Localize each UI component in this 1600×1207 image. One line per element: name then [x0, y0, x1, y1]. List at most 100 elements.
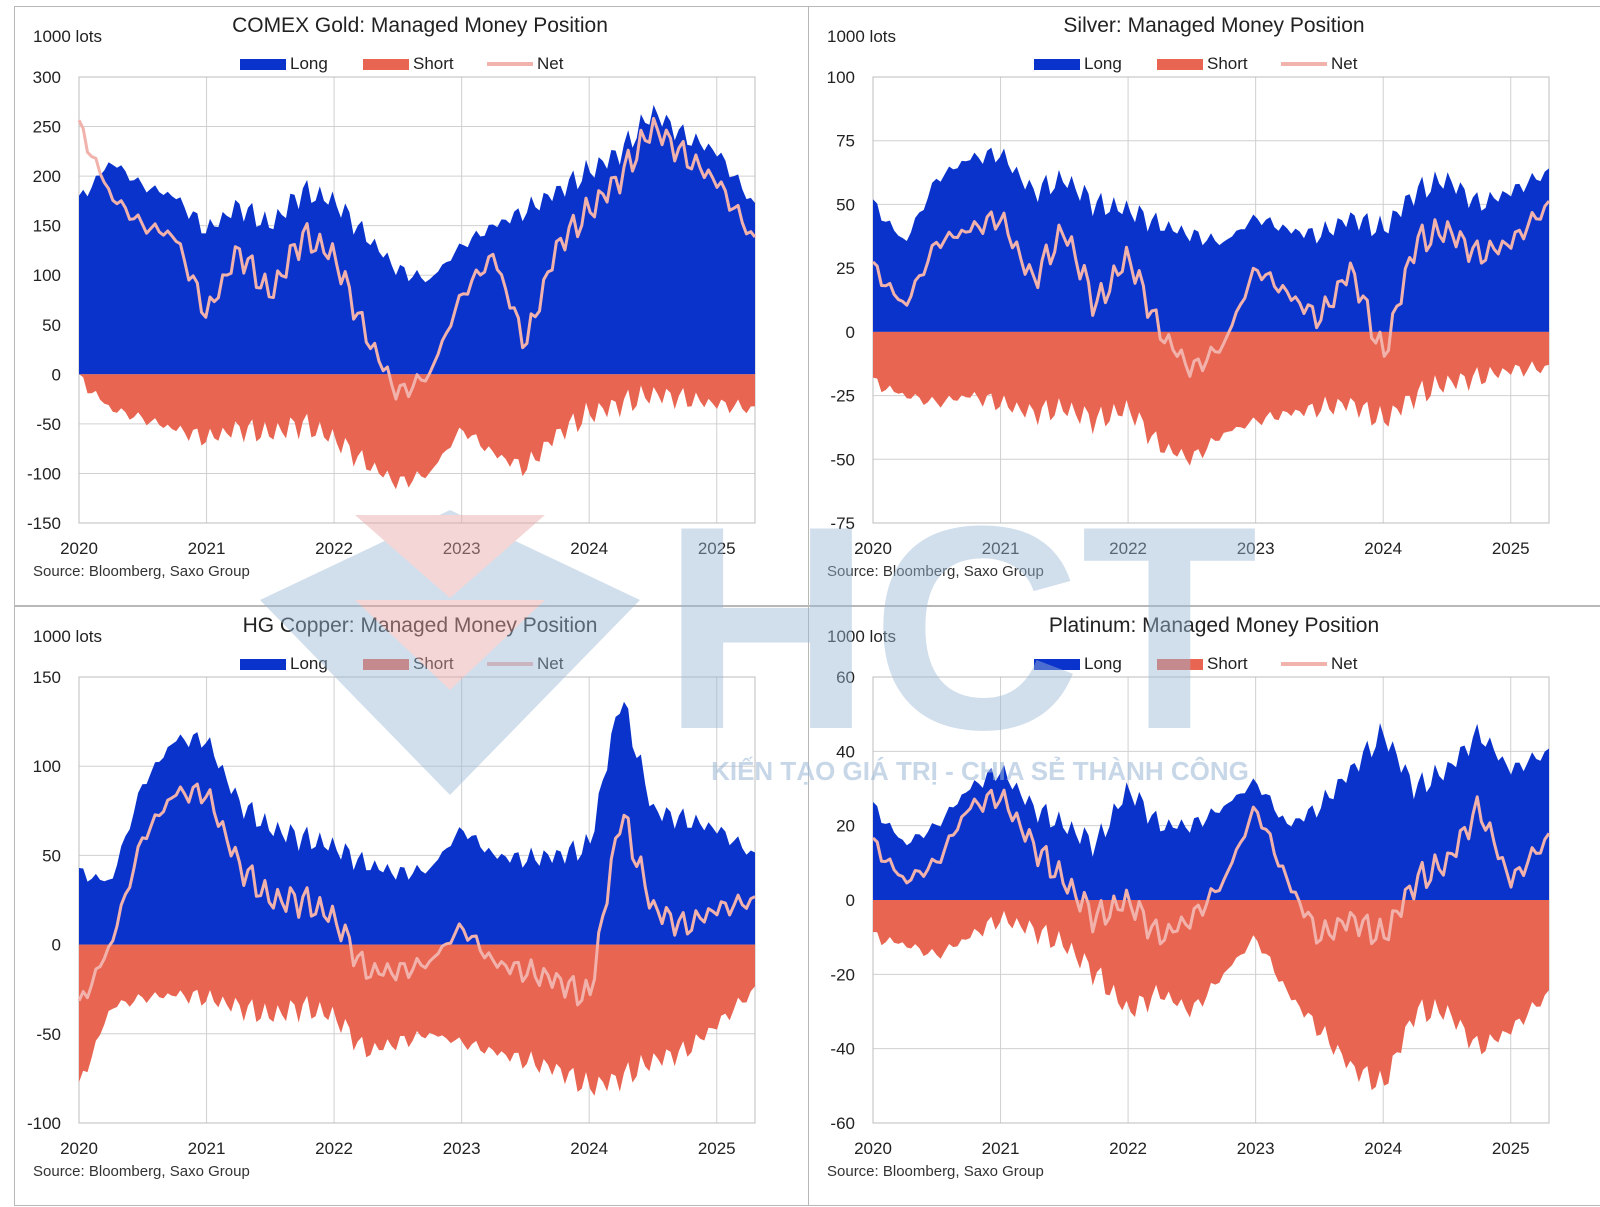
y-tick-label: -100	[27, 1114, 61, 1133]
chart-title: Platinum: Managed Money Position	[1049, 614, 1379, 637]
y-tick-label: 50	[836, 195, 855, 214]
series-net-line	[871, 788, 1551, 946]
x-tick-label: 2020	[854, 1139, 892, 1158]
legend-swatch-net	[487, 662, 533, 666]
y-tick-label: 75	[836, 132, 855, 151]
y-axis-label: 1000 lots	[33, 27, 102, 46]
y-tick-label: -25	[830, 387, 855, 406]
legend-swatch-net	[1281, 662, 1327, 666]
y-tick-label: 0	[846, 891, 855, 910]
chart-title: HG Copper: Managed Money Position	[243, 614, 598, 637]
chart-panel-copper: 1000 lots HG Copper: Managed Money Positi…	[14, 606, 814, 1206]
chart-panel-platinum: 1000 lots Platinum: Managed Money Positio…	[808, 606, 1600, 1206]
x-tick-label: 2022	[315, 1139, 353, 1158]
chart-svg: 1000 lots Silver: Managed Money Position L…	[827, 14, 1551, 580]
legend-label-net: Net	[1331, 54, 1358, 73]
x-tick-label: 2021	[982, 1139, 1020, 1158]
x-tick-label: 2023	[1237, 539, 1275, 558]
series-short-area	[79, 374, 755, 490]
series-net-line	[871, 200, 1551, 378]
legend-label-short: Short	[1207, 54, 1248, 73]
legend-swatch-short	[1157, 659, 1203, 670]
legend-swatch-long	[1034, 59, 1080, 70]
x-tick-label: 2023	[443, 539, 481, 558]
series-long-area	[873, 723, 1549, 900]
x-tick-label: 2022	[1109, 539, 1147, 558]
x-tick-label: 2022	[1109, 1139, 1147, 1158]
legend-label-short: Short	[1207, 654, 1248, 673]
chart-svg: 1000 lots COMEX Gold: Managed Money Posit…	[27, 14, 757, 580]
series-long-area	[79, 104, 755, 375]
legend-label-long: Long	[1084, 654, 1122, 673]
series-long-area	[873, 147, 1549, 332]
x-tick-label: 2024	[1364, 539, 1402, 558]
y-tick-label: 25	[836, 259, 855, 278]
y-tick-label: 20	[836, 817, 855, 836]
series-net-line	[77, 782, 756, 1007]
y-tick-label: 40	[836, 742, 855, 761]
x-tick-label: 2020	[60, 539, 98, 558]
series-short-area	[79, 944, 755, 1096]
legend-label-net: Net	[537, 54, 564, 73]
legend-swatch-long	[240, 59, 286, 70]
y-tick-label: -20	[830, 965, 855, 984]
x-tick-label: 2020	[854, 539, 892, 558]
chart-panel-silver: 1000 lots Silver: Managed Money Position L…	[808, 6, 1600, 606]
legend-label-long: Long	[290, 54, 328, 73]
legend-swatch-long	[240, 659, 286, 670]
x-tick-label: 2025	[1492, 1139, 1530, 1158]
legend-swatch-net	[1281, 62, 1327, 66]
x-tick-label: 2025	[1492, 539, 1530, 558]
source-note: Source: Bloomberg, Saxo Group	[827, 563, 1044, 580]
legend-label-net: Net	[537, 654, 564, 673]
y-tick-label: 200	[33, 167, 61, 186]
legend-label-short: Short	[413, 654, 454, 673]
y-tick-label: 250	[33, 118, 61, 137]
x-tick-label: 2023	[1237, 1139, 1275, 1158]
legend-label-long: Long	[1084, 54, 1122, 73]
y-tick-label: 50	[42, 846, 61, 865]
x-tick-label: 2020	[60, 1139, 98, 1158]
y-tick-label: -50	[36, 1025, 61, 1044]
y-tick-label: 100	[827, 68, 855, 87]
chart-title: COMEX Gold: Managed Money Position	[232, 14, 608, 37]
chart-svg: 1000 lots HG Copper: Managed Money Positi…	[27, 614, 756, 1180]
y-tick-label: -50	[830, 450, 855, 469]
x-tick-label: 2021	[188, 1139, 226, 1158]
y-axis-label: 1000 lots	[827, 27, 896, 46]
chart-svg: 1000 lots Platinum: Managed Money Positio…	[827, 614, 1551, 1180]
x-tick-label: 2024	[570, 1139, 608, 1158]
legend-label-short: Short	[413, 54, 454, 73]
x-tick-label: 2022	[315, 539, 353, 558]
series-long-area	[79, 701, 755, 945]
y-tick-label: -150	[27, 514, 61, 533]
chart-panel-gold: 1000 lots COMEX Gold: Managed Money Posit…	[14, 6, 814, 606]
x-tick-label: 2023	[443, 1139, 481, 1158]
legend-label-net: Net	[1331, 654, 1358, 673]
y-tick-label: 50	[42, 316, 61, 335]
series-short-area	[873, 331, 1549, 466]
x-tick-label: 2024	[1364, 1139, 1402, 1158]
legend-label-long: Long	[290, 654, 328, 673]
y-tick-label: 0	[846, 323, 855, 342]
y-axis-label: 1000 lots	[827, 627, 896, 646]
legend-swatch-short	[363, 659, 409, 670]
y-tick-label: 100	[33, 266, 61, 285]
y-tick-label: 100	[33, 757, 61, 776]
legend-swatch-short	[363, 59, 409, 70]
x-tick-label: 2025	[698, 1139, 736, 1158]
y-tick-label: 150	[33, 217, 61, 236]
y-tick-label: 0	[52, 365, 61, 384]
source-note: Source: Bloomberg, Saxo Group	[33, 563, 250, 580]
y-tick-label: -60	[830, 1114, 855, 1133]
y-tick-label: 0	[52, 936, 61, 955]
y-axis-label: 1000 lots	[33, 627, 102, 646]
y-tick-label: 300	[33, 68, 61, 87]
y-tick-label: 60	[836, 668, 855, 687]
y-tick-label: -75	[830, 514, 855, 533]
y-tick-label: -100	[27, 464, 61, 483]
x-tick-label: 2021	[982, 539, 1020, 558]
legend-swatch-long	[1034, 659, 1080, 670]
chart-title: Silver: Managed Money Position	[1063, 14, 1364, 37]
y-tick-label: -40	[830, 1040, 855, 1059]
